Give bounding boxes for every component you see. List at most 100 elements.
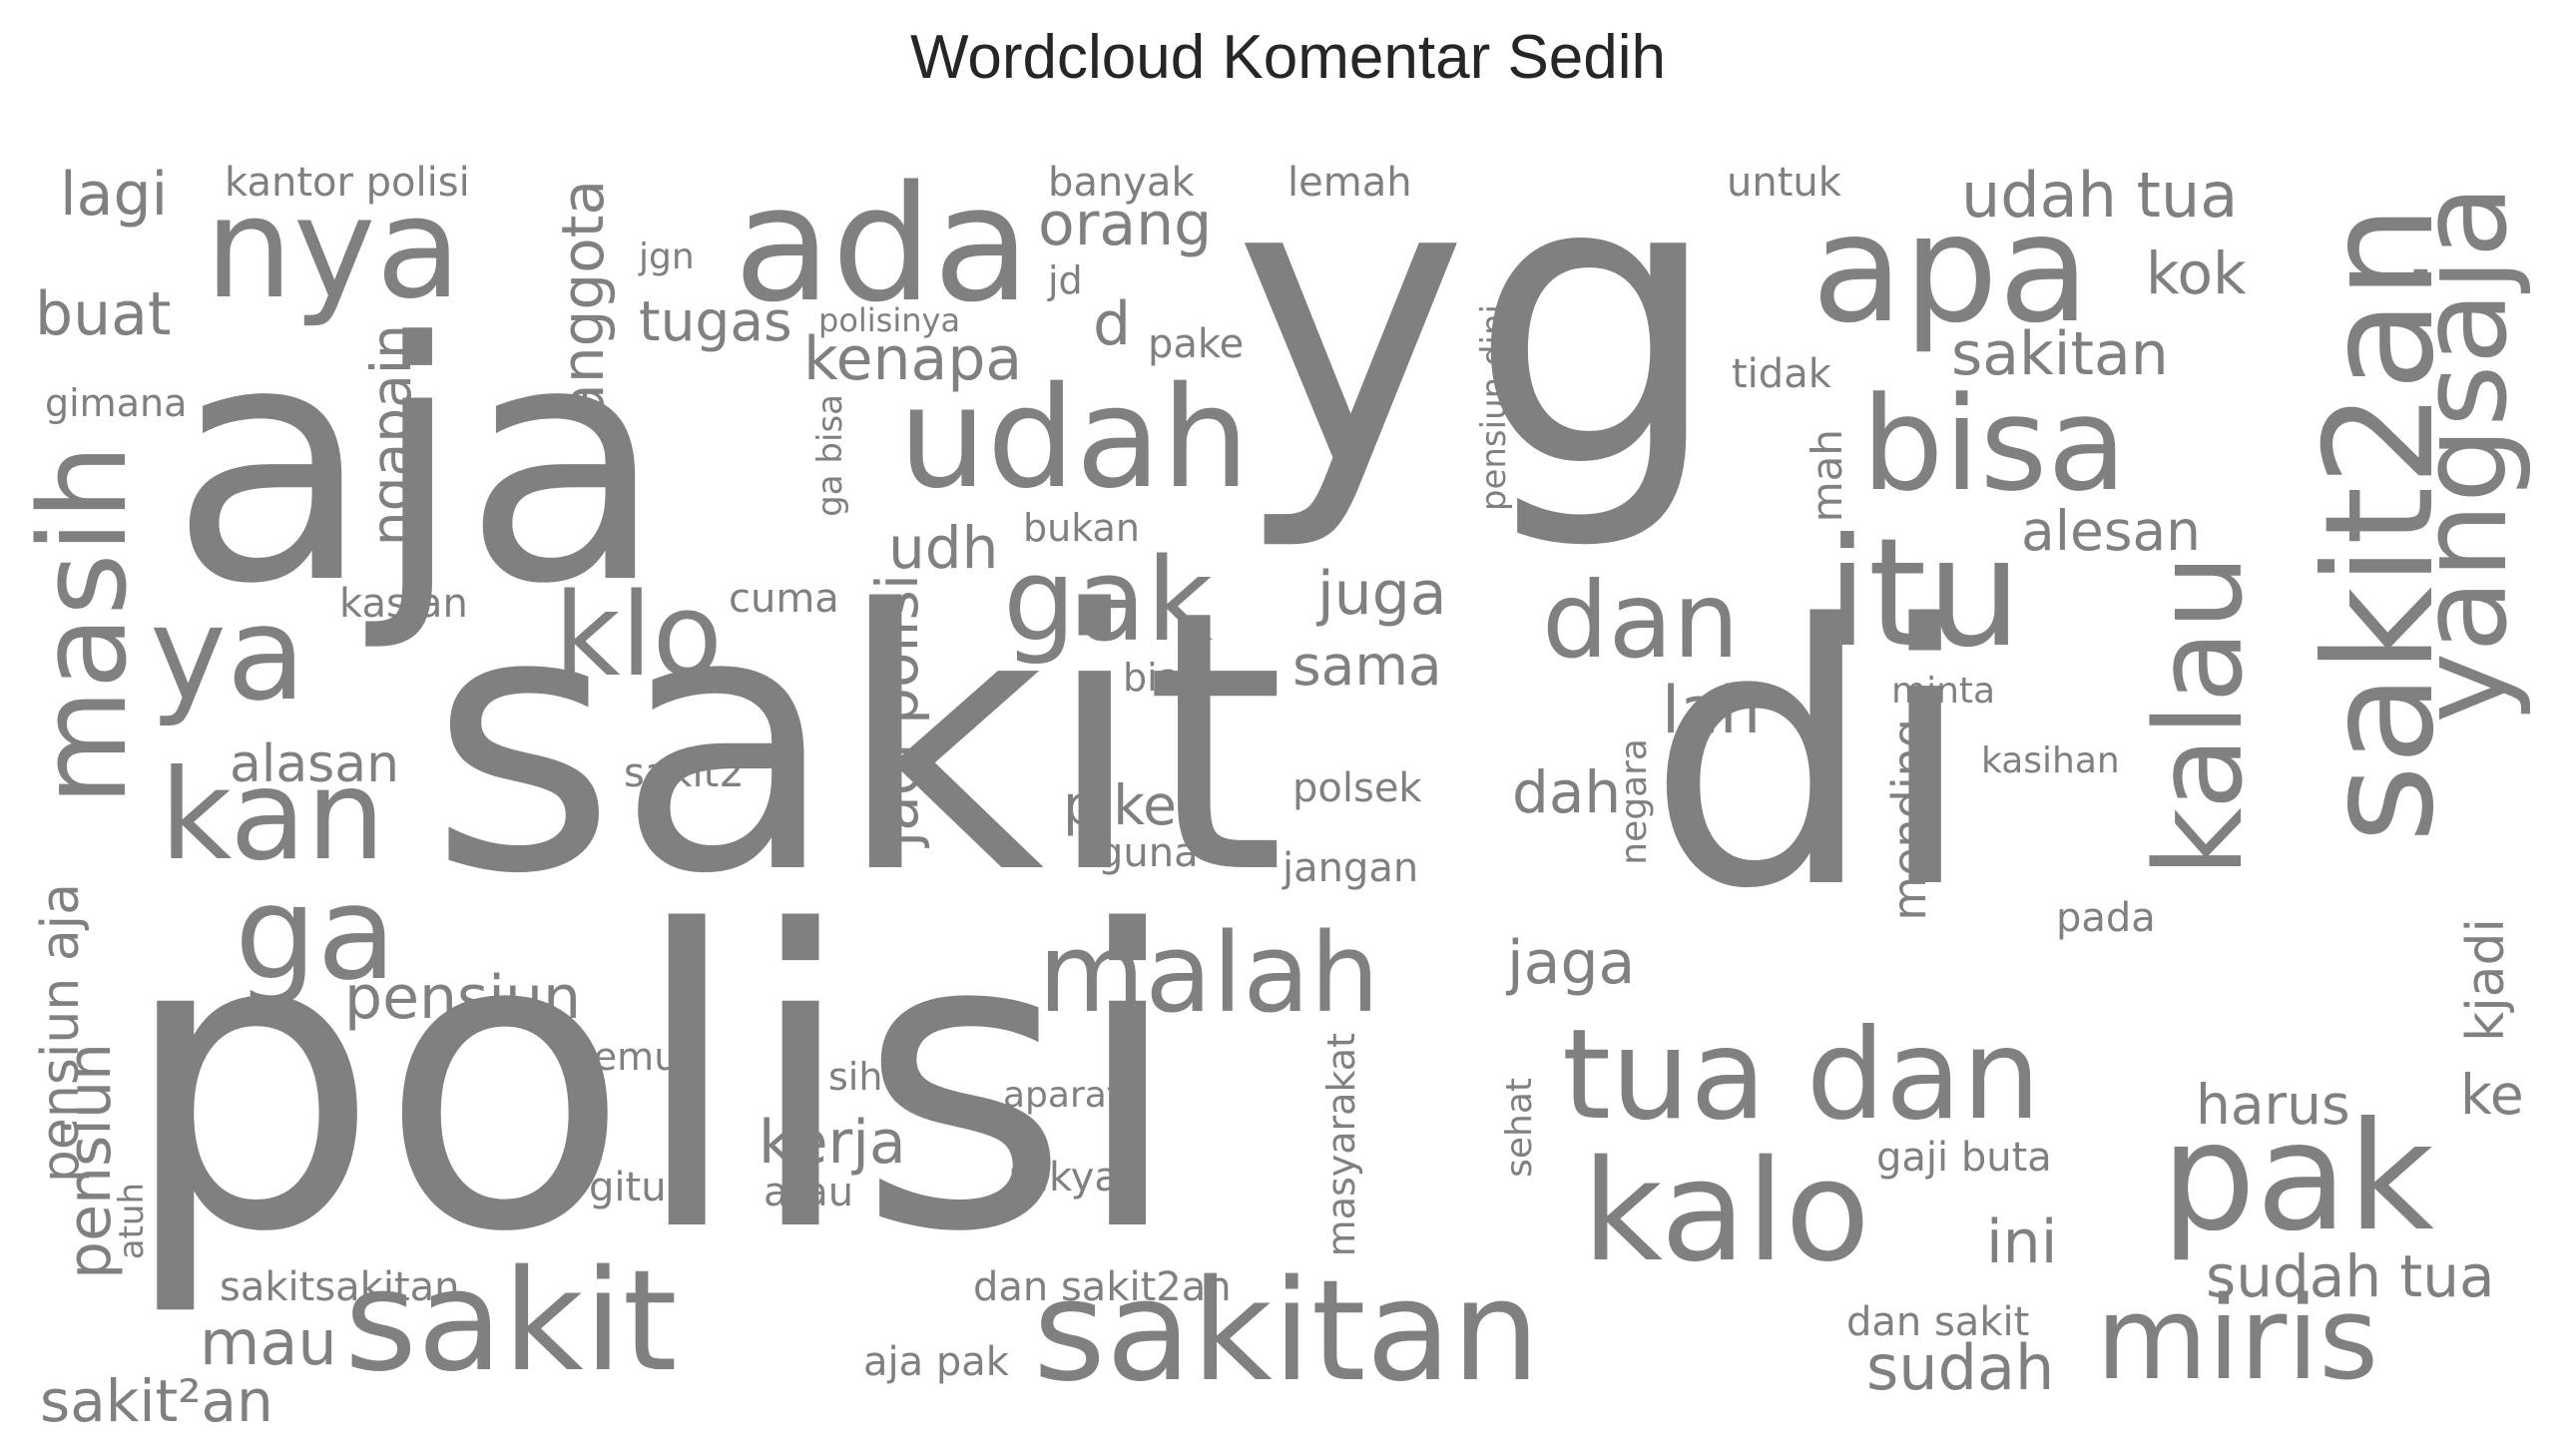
word: kerja: [759, 1108, 906, 1178]
word: lagi: [60, 160, 169, 230]
word: polisinya: [818, 301, 961, 339]
word: piket: [1063, 773, 1199, 837]
word: aja pak: [863, 1339, 1009, 1385]
word: alasan: [230, 734, 400, 794]
word: kok: [2146, 240, 2247, 307]
word: gaji buta: [1876, 1135, 2052, 1181]
word: jangan: [1283, 845, 1419, 891]
word: kantor polisi: [225, 160, 470, 206]
word: sakit: [344, 1240, 678, 1403]
word: jgn: [639, 237, 695, 277]
word: pensiun: [344, 963, 582, 1033]
word: dan sakit2an: [973, 1264, 1232, 1310]
word: kan: [160, 743, 386, 888]
word: ya: [150, 578, 306, 729]
word: untuk: [1727, 160, 1841, 206]
word: sehat: [1499, 1078, 1540, 1178]
word: ini: [1986, 1208, 2058, 1277]
word: kalo: [1582, 1131, 1870, 1293]
word: jaga: [1507, 928, 1636, 998]
word: dan sakit: [1846, 1299, 2030, 1345]
word: aja: [170, 272, 666, 656]
word: kjadi: [2456, 918, 2516, 1042]
word: yg: [1233, 92, 1723, 556]
word: semua: [574, 1035, 702, 1079]
word: biar: [1123, 656, 1197, 700]
word: alesan: [2021, 499, 2202, 563]
word: sama: [1292, 634, 1442, 698]
word: pak: [2161, 1091, 2434, 1264]
word: sudah tua: [2206, 1242, 2495, 1310]
word: sakitan: [1951, 319, 2169, 389]
word: ga: [235, 857, 397, 1009]
word: mau: [200, 1306, 337, 1379]
word: bisa: [1861, 368, 2128, 520]
word: aparat: [1003, 1075, 1121, 1116]
word: buat: [35, 279, 172, 349]
word: jd: [1048, 258, 1083, 302]
word: atuh: [112, 1183, 152, 1260]
word: sakitsakitan: [220, 1264, 460, 1310]
word: lemah: [1288, 160, 1412, 206]
word: kasian: [339, 581, 468, 627]
word: mah: [1803, 429, 1851, 523]
word: gak: [1003, 534, 1214, 668]
word: minta: [1891, 671, 1996, 712]
word: guna: [1098, 830, 1199, 876]
word: polisi: [120, 844, 1185, 1321]
word: ga bisa: [810, 394, 850, 517]
word: masih: [15, 444, 154, 806]
word: sudah: [1866, 1331, 2055, 1404]
word: sakitan: [1033, 1250, 1541, 1413]
word: malah: [1038, 909, 1380, 1037]
word: pake: [1148, 321, 1245, 367]
word: itu: [1826, 507, 2022, 681]
word: pensiun dini: [1474, 304, 1514, 512]
word: mending: [1882, 719, 1936, 921]
word: udh: [888, 514, 999, 582]
word: tugas: [639, 289, 792, 353]
word: lah: [1662, 674, 1762, 748]
word: pada: [2056, 895, 2156, 941]
word: yangsaja: [2395, 185, 2534, 724]
word: bukan: [1023, 506, 1140, 550]
word: sih: [828, 1055, 883, 1099]
word: polsek: [1292, 765, 1422, 811]
word: banyak: [1048, 160, 1195, 206]
word: anggota: [549, 180, 617, 419]
word: dah: [1512, 758, 1622, 826]
word: ada: [734, 151, 1031, 337]
word: atau: [764, 1170, 854, 1215]
word: masyarakat: [1319, 1033, 1363, 1257]
word: rakyat: [1008, 1155, 1135, 1201]
word: harus: [2196, 1073, 2350, 1137]
word: negara: [1614, 738, 1655, 865]
word: jadi polisi: [863, 574, 931, 847]
word: d: [1093, 289, 1132, 359]
word: orang: [1038, 190, 1213, 259]
word: kenapa: [803, 324, 1023, 394]
word: juga: [1317, 559, 1447, 629]
chart-title: Wordcloud Komentar Sedih: [909, 23, 1667, 92]
word: sakit2: [624, 750, 745, 796]
word: di: [1647, 549, 1975, 967]
word: sakit: [429, 534, 1286, 952]
word: tidak: [1732, 351, 1831, 397]
word: cuma: [729, 576, 839, 622]
word: gimana: [45, 381, 188, 425]
word: sakit²an: [40, 1367, 273, 1435]
word: udah tua: [1961, 159, 2239, 232]
word: kalau: [2131, 554, 2270, 877]
word: udah: [898, 357, 1251, 520]
word: klo: [554, 569, 723, 703]
word: tua dan: [1562, 1003, 2041, 1148]
word: gitu: [589, 1165, 667, 1210]
word: dan: [1542, 560, 1740, 682]
word: apa: [1811, 183, 2091, 356]
word: ngapain: [359, 324, 423, 547]
word: kasihan: [1981, 740, 2120, 781]
word: miris: [2096, 1272, 2379, 1406]
word: pensiun: [55, 1043, 125, 1280]
word: nya: [205, 168, 462, 330]
